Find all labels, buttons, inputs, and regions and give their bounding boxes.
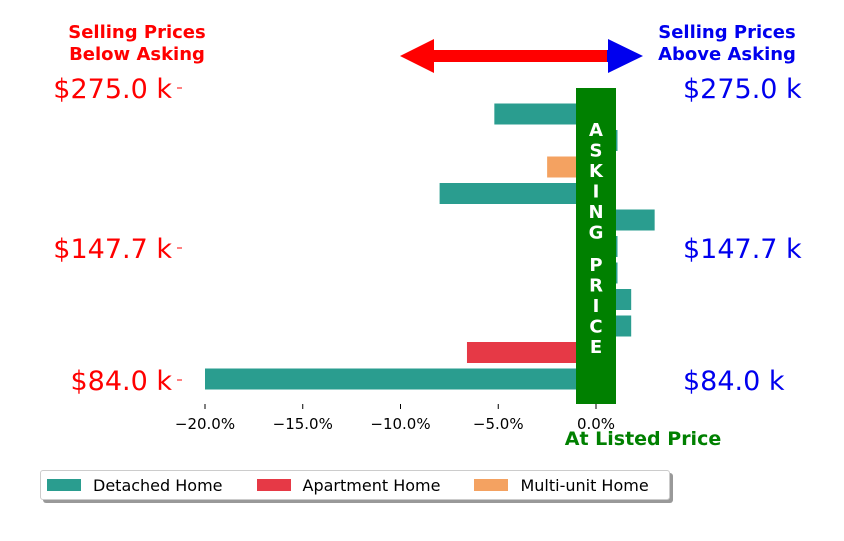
y-tick-label-right: $147.7 k — [683, 234, 802, 265]
x-tick-label: −15.0% — [273, 415, 333, 433]
asking-letter: S — [590, 141, 603, 162]
legend-swatch-detached — [47, 479, 81, 491]
legend-item-multiunit: Multi-unit Home — [474, 475, 649, 495]
x-tick-label: −10.0% — [370, 415, 430, 433]
above-asking-title-2: Above Asking — [658, 44, 796, 65]
x-tick-label: 0.0% — [577, 415, 615, 433]
bar-apartment-home-9 — [466, 342, 596, 363]
asking-letter: P — [589, 255, 602, 276]
asking-letter: K — [589, 161, 604, 182]
at-listed-price-label: At Listed Price — [565, 428, 721, 450]
x-tick-label: −20.0% — [175, 415, 235, 433]
asking-letter: E — [590, 337, 602, 358]
asking-letter: I — [593, 182, 600, 203]
asking-price-column — [576, 88, 616, 404]
below-asking-title-1: Selling Prices — [68, 22, 205, 43]
bar-detached-home-10 — [205, 368, 596, 390]
y-tick-label-right: $84.0 k — [683, 366, 785, 397]
y-tick-label-right: $275.0 k — [683, 74, 802, 105]
legend-label-detached: Detached Home — [93, 475, 223, 495]
below-asking-title-2: Below Asking — [69, 44, 205, 65]
legend-item-apartment: Apartment Home — [256, 475, 441, 495]
bar-detached-home-3 — [439, 183, 596, 204]
asking-letter: I — [593, 296, 600, 317]
y-ticks: $275.0 k $275.0 k $147.7 k $147.7 k $84.0 k $… — [53, 74, 802, 397]
legend-swatch-multiunit — [474, 479, 509, 491]
legend: Detached Home Apartment Home Multi-unit … — [40, 470, 670, 500]
legend-item-detached: Detached Home — [47, 476, 223, 495]
bar-detached-home-0 — [494, 103, 596, 125]
y-tick-label-left: $84.0 k — [70, 366, 172, 397]
x-tick-label: −5.0% — [473, 415, 524, 433]
legend-label-apartment: Apartment Home — [302, 475, 441, 495]
asking-letter: R — [589, 276, 603, 297]
double-arrow-icon — [400, 39, 643, 73]
asking-letter: A — [589, 120, 603, 141]
legend-label-multiunit: Multi-unit Home — [520, 475, 649, 495]
asking-letter: C — [589, 317, 602, 338]
legend-swatch-apartment — [256, 479, 291, 491]
asking-letter: N — [588, 202, 603, 223]
y-tick-label-left: $275.0 k — [53, 74, 172, 105]
asking-letter: G — [589, 223, 604, 244]
above-asking-title-1: Selling Prices — [658, 22, 795, 43]
x-ticks: −20.0% −15.0% −10.0% −5.0% 0.0% — [175, 404, 615, 433]
price-chart: Selling Prices Below Asking Selling Pric… — [53, 22, 802, 450]
y-tick-label-left: $147.7 k — [53, 234, 172, 265]
